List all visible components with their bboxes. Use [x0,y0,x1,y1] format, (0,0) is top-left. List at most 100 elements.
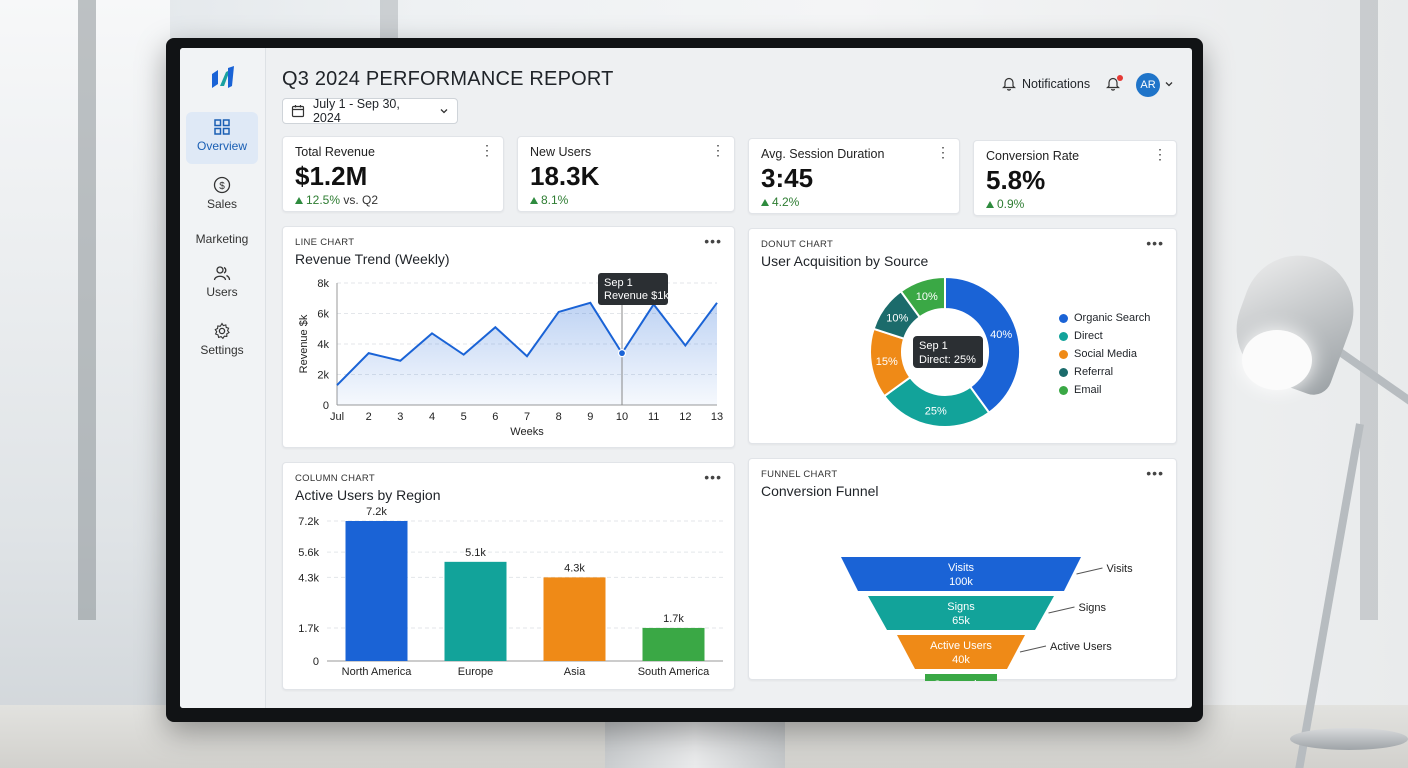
tooltip-line2: Direct: 25% [919,354,976,366]
window-mullion [78,0,96,620]
legend-swatch [1059,313,1068,323]
date-range-picker[interactable]: July 1 - Sep 30, 2024 [282,97,458,125]
x-tick-label: South America [638,666,710,678]
chevron-down-icon[interactable] [1164,79,1174,89]
slice-label: 15% [876,356,898,368]
chart-type-label: DONUT CHART [761,239,834,250]
y-tick-label: 2k [317,370,329,382]
bar-value-label: 1.7k [663,613,684,625]
kpi-value: 18.3K [530,161,600,191]
sidebar-item-sales[interactable]: $ Sales [186,170,258,222]
line-chart-card: LINE CHART Revenue Trend (Weekly) ••• 0 2… [282,226,735,448]
funnel-stage-value: 100k [949,576,973,588]
kpi-delta-suffix: vs. Q2 [343,193,379,207]
legend-label: Social Media [1074,348,1137,360]
page-title: Q3 2024 PERFORMANCE REPORT [282,68,614,90]
kpi-value: 3:45 [761,163,814,193]
sidebar: Overview $ Sales Marketing Users [180,48,266,708]
more-vertical-icon[interactable]: ⋮ [1153,146,1167,162]
x-tick-label: 3 [397,411,403,423]
more-horizontal-icon[interactable]: ••• [1146,235,1164,251]
notifications-button[interactable]: Notifications [1002,76,1090,91]
kpi-label: Total Revenue [295,145,375,159]
date-range-label: July 1 - Sep 30, 2024 [312,97,400,125]
kpi-card-session-duration: Avg. Session Duration 3:45 4.2% ⋮ [748,138,960,214]
sidebar-item-overview[interactable]: Overview [186,112,258,164]
kpi-card-conversion-rate: Conversion Rate 5.8% 0.9% ⋮ [973,140,1177,216]
kpi-label: New Users [530,145,592,159]
sidebar-item-label: Overview [196,139,247,153]
tooltip-line1: Sep 1 [604,277,633,289]
x-tick-label: 8 [556,411,562,423]
chart-title: Active Users by Region [295,487,441,503]
kpi-value: $1.2M [295,161,368,191]
grid-icon [214,119,230,135]
more-vertical-icon[interactable]: ⋮ [480,142,494,158]
kpi-delta-value: 8.1% [541,193,569,207]
app-logo [212,66,234,88]
line-point [617,349,627,358]
tooltip-box [913,336,983,368]
x-tick-label: 5 [461,411,467,423]
y-tick-label: 5.6k [298,547,319,559]
funnel-side-label: Active Users [1050,641,1112,653]
chart-title: Conversion Funnel [761,483,879,499]
more-vertical-icon[interactable]: ⋮ [711,142,725,158]
legend-label: Referral [1074,366,1114,378]
column-chart: 0 1.7k 4.3k 5.6k 7.2k 7.2k North America 5.1k Eu… [298,506,723,678]
sidebar-item-marketing[interactable]: Marketing [186,226,258,278]
more-horizontal-icon[interactable]: ••• [704,469,722,485]
sidebar-item-label: Settings [200,343,244,357]
sidebar-item-users[interactable]: Users [186,258,258,310]
slice-label: 10% [886,312,908,324]
bar-value-label: 7.2k [366,506,387,518]
trend-up-icon [986,201,994,208]
funnel-stage-value: 65k [952,615,970,627]
sidebar-item-settings[interactable]: Settings [186,316,258,368]
sidebar-item-label: Marketing [195,232,249,246]
chart-type-label: COLUMN CHART [295,473,375,484]
y-tick-label: 4.3k [298,572,319,584]
x-tick-label: 6 [492,411,498,423]
donut-slice [944,275,1021,415]
donut-chart-card: DONUT CHART User Acquisition by Source •… [748,228,1177,444]
trend-up-icon [295,197,303,204]
y-tick-label: 4k [317,339,329,351]
chevron-down-icon [440,109,448,114]
line-chart: 0 2k 4k 6k 8k Jul 2 3 4 5 6 7 8 9 10 11 12 13 Weeks Revenue… [298,273,723,438]
funnel-stage-name: Visits [948,562,975,574]
kpi-delta: 4.2% [761,195,799,209]
legend-item: Direct [1059,327,1150,345]
bell-icon[interactable] [1106,76,1120,91]
donut-chart: 40% 25% 15% 10% 10% Sep 1 Direct: 25% [869,275,1021,428]
chart-legend: Organic Search Direct Social Media Referral… [1059,309,1150,399]
notifications-label: Notifications [1022,76,1091,91]
x-tick-label: 10 [616,411,628,423]
y-tick-label: 0 [313,656,319,668]
more-horizontal-icon[interactable]: ••• [1146,465,1164,481]
x-tick-label: 7 [524,411,530,423]
x-tick-label: Europe [458,666,493,678]
funnel-side-label: Signs [1079,602,1107,614]
legend-item: Organic Search [1059,309,1150,327]
y-tick-label: 7.2k [298,516,319,528]
gear-icon [214,322,230,340]
more-horizontal-icon[interactable]: ••• [704,233,722,249]
more-vertical-icon[interactable]: ⋮ [936,144,950,160]
x-tick-label: North America [342,666,413,678]
funnel-stage-name: Active Users [930,640,992,652]
x-tick-label: 12 [679,411,691,423]
y-tick-label: 6k [317,309,329,321]
funnel-side-label: Visits [1107,563,1134,575]
chart-type-label: FUNNEL CHART [761,469,838,480]
funnel-chart-card: FUNNEL CHART Conversion Funnel ••• Visit… [748,458,1177,681]
x-tick-label: 4 [429,411,435,423]
line-area [337,302,717,405]
x-tick-label: 9 [587,411,593,423]
x-tick-label: 2 [366,411,372,423]
slice-label: 10% [916,291,938,303]
legend-label: Direct [1074,330,1103,342]
avatar[interactable]: AR [1136,73,1160,97]
kpi-label: Avg. Session Duration [761,147,885,161]
column-chart-card: COLUMN CHART Active Users by Region ••• … [282,462,735,690]
